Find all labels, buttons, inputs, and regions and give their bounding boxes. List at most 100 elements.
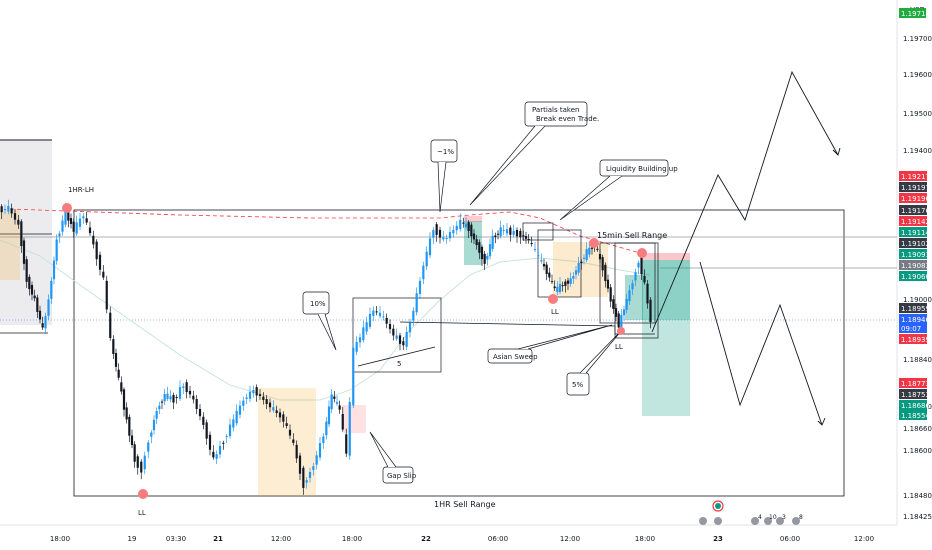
candle-body — [325, 421, 328, 436]
candle-body — [415, 293, 418, 313]
candle-body — [527, 238, 530, 240]
candle-body — [637, 262, 640, 268]
candle-body — [130, 435, 134, 446]
callout-partials: Partials taken Break even Trade. — [469, 101, 599, 206]
candle-body — [185, 382, 188, 393]
time-tick-label: 06:00 — [780, 535, 800, 543]
candle-body — [122, 389, 126, 410]
candle-body — [428, 238, 432, 256]
flag-icon — [764, 517, 772, 525]
candle-body — [590, 247, 594, 249]
candle-body — [198, 408, 202, 417]
candle-body — [136, 456, 139, 468]
candle-body — [572, 276, 575, 279]
candle-body — [228, 424, 232, 437]
candle-body — [405, 331, 408, 347]
price-tag — [899, 205, 927, 215]
candle-body — [44, 316, 47, 329]
candle-body — [582, 257, 586, 259]
candle-body — [540, 260, 543, 262]
time-tick-label: 23 — [713, 535, 723, 543]
candle-body — [422, 265, 425, 280]
pct-neg1-text: ~1% — [437, 148, 454, 156]
candle-body — [268, 402, 272, 408]
candle-body — [25, 259, 28, 282]
demand-zone — [625, 275, 643, 320]
candle-body — [470, 224, 473, 237]
candle-body — [330, 394, 333, 410]
candle-body — [515, 229, 519, 237]
event-count: 10 — [769, 514, 777, 521]
candle-body — [574, 270, 578, 275]
candle-body — [338, 405, 341, 410]
candle-body — [368, 314, 372, 327]
candle-body — [245, 397, 248, 399]
candle-body — [10, 208, 13, 214]
candle-body — [448, 232, 452, 239]
candle-body — [408, 322, 412, 333]
candle-body — [305, 480, 308, 483]
candle-body — [20, 221, 23, 247]
candle-body — [275, 410, 278, 414]
candle-body — [478, 242, 481, 253]
candle-body — [505, 229, 509, 234]
lh-marker — [62, 203, 72, 213]
candle-body — [312, 466, 315, 470]
candle-body — [550, 281, 554, 283]
candle-body — [318, 443, 322, 458]
ll-label-right: LL — [615, 343, 623, 351]
candle-body — [52, 260, 56, 280]
event-icons[interactable]: 4 10 3 8 — [699, 500, 803, 525]
price-tag-text: 1.18959 — [901, 305, 930, 313]
event-count: 8 — [799, 514, 803, 521]
gap-zone — [342, 405, 366, 433]
candle-body — [242, 400, 245, 406]
event-count: 4 — [758, 514, 762, 521]
time-tick-label: 12:00 — [271, 535, 291, 543]
candle-body — [378, 312, 382, 317]
candle-body — [596, 248, 599, 250]
candle-body — [496, 233, 500, 235]
price-tick-label: 1.18840 — [903, 356, 932, 364]
candle-body — [215, 454, 218, 459]
time-axis[interactable]: 18:00 19 03:30 21 12:00 18:00 22 06:00 12:00 18:0… — [50, 535, 874, 543]
candle-body — [462, 222, 465, 224]
price-tag-text: 1.19060 — [901, 273, 930, 281]
ll-marker — [548, 294, 558, 304]
candle-body — [402, 341, 405, 346]
candle-body — [553, 286, 556, 289]
moving-average — [0, 239, 651, 401]
price-tag — [899, 323, 927, 333]
price-tick-label: 1.19700 — [903, 35, 932, 43]
candle-body — [435, 224, 438, 235]
candle-body — [152, 419, 156, 431]
candle-body — [188, 390, 192, 395]
candle-body — [238, 405, 242, 415]
candle-body — [442, 237, 445, 240]
sl-zone — [464, 216, 482, 222]
candle-body — [601, 257, 604, 271]
price-tag — [899, 303, 927, 313]
flag-icon — [714, 517, 722, 525]
candle-body — [7, 205, 10, 212]
price-tag — [899, 334, 927, 344]
price-tag — [899, 400, 927, 410]
candle-body — [606, 279, 610, 289]
time-tick-label: 03:30 — [166, 535, 186, 543]
projection-path-down — [699, 261, 823, 426]
candle-body — [178, 387, 182, 399]
candle-body — [598, 254, 602, 260]
candle-body — [282, 414, 285, 422]
price-tick-label: 1.19500 — [903, 110, 932, 118]
candle-body — [3, 208, 7, 210]
candle-body — [212, 451, 215, 458]
candle-body — [298, 455, 302, 474]
candle-body — [491, 235, 494, 249]
candle-body — [372, 310, 375, 316]
candle-body — [438, 229, 442, 238]
candle-body — [252, 390, 255, 394]
candle-body — [459, 219, 462, 230]
candle-body — [222, 442, 225, 444]
candle-body — [22, 240, 26, 264]
